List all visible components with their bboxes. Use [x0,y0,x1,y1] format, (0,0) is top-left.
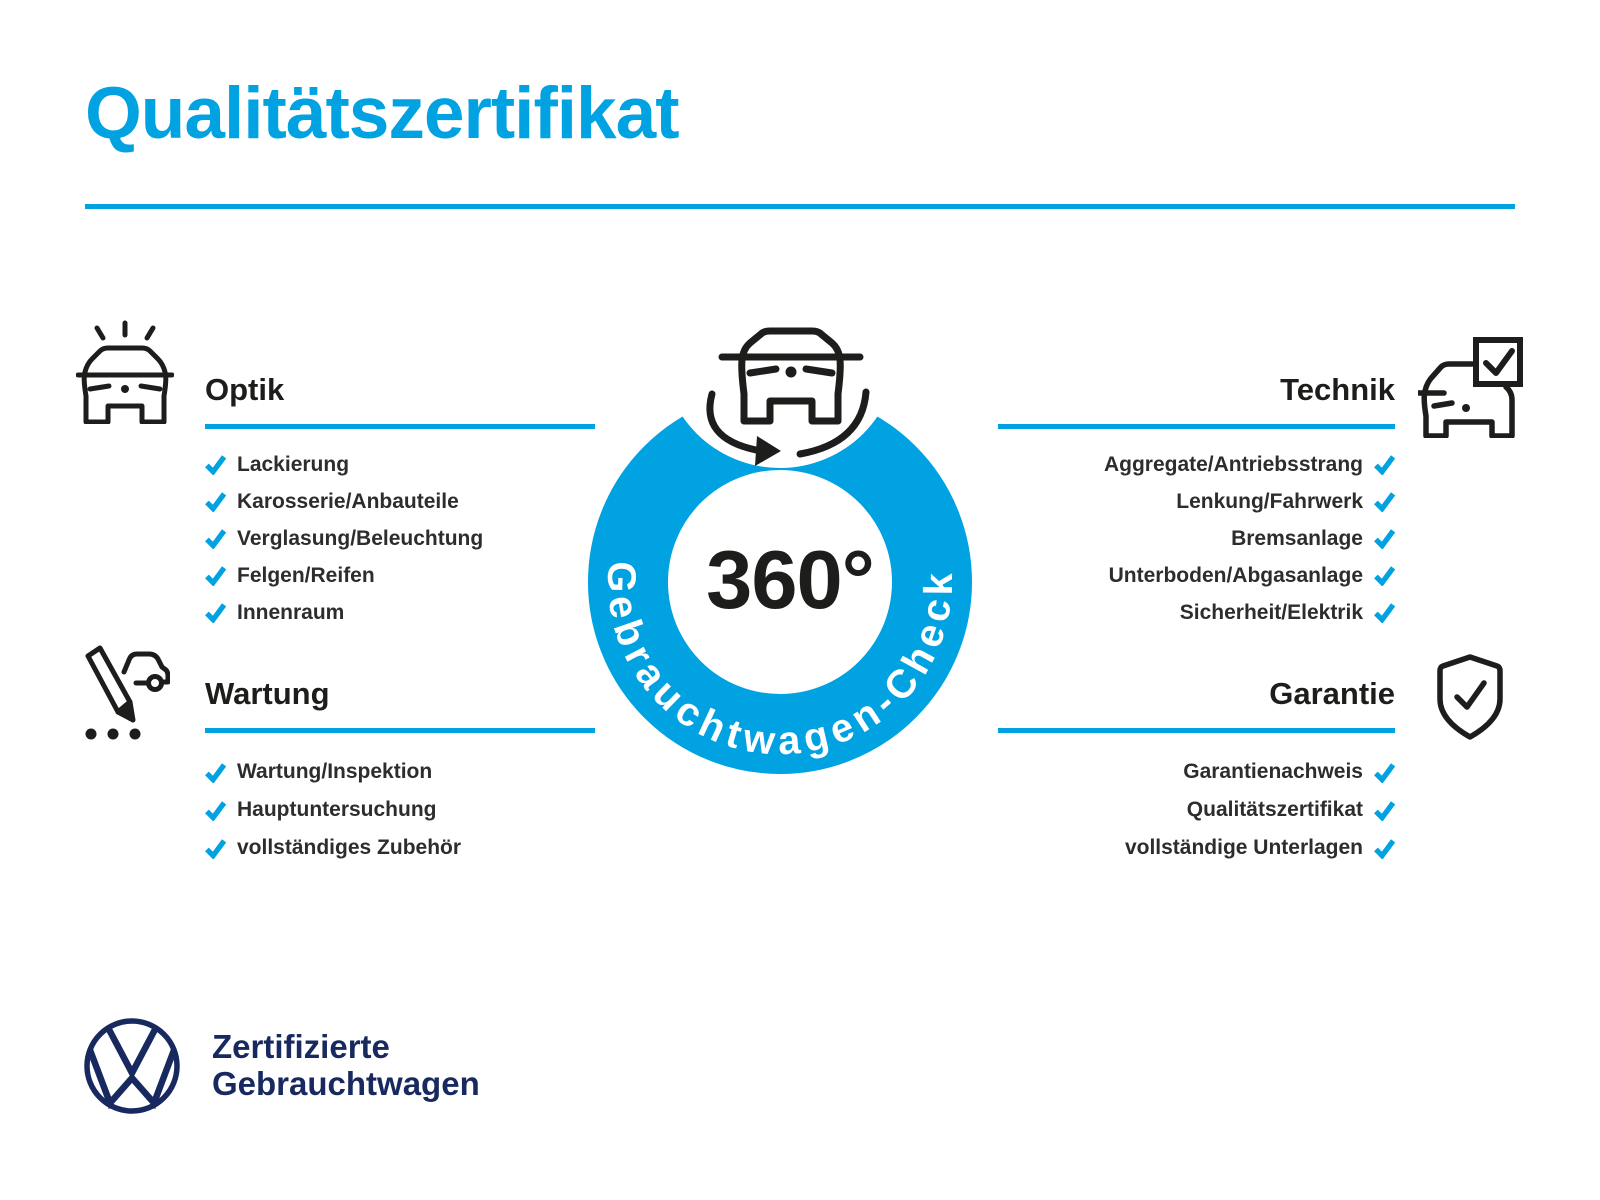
page-title: Qualitätszertifikat [85,73,680,154]
brand-claim: Zertifizierte Gebrauchtwagen [212,1028,480,1102]
checkmark-icon [1374,529,1395,549]
section-wartung-header: Wartung [205,676,595,733]
list-item-label: vollständiges Zubehör [237,836,462,859]
checkmark-icon [205,455,226,475]
optik-checklist: Lackierung Karosserie/Anbauteile Verglas… [205,446,595,631]
section-garantie-underline [998,728,1395,733]
list-item-label: Felgen/Reifen [237,563,375,587]
list-item-label: Garantienachweis [1183,760,1363,783]
list-item: Sicherheit/Elektrik [985,594,1395,631]
section-wartung-title: Wartung [205,676,330,711]
list-item: Lackierung [205,446,595,483]
list-item: vollständiges Zubehör [205,829,595,867]
checkmark-icon [1374,838,1395,859]
badge-degree-label: 360° [706,533,874,626]
checkmark-icon [1374,603,1395,623]
checkmark-icon [205,838,226,859]
list-item-label: Aggregate/Antriebsstrang [1103,452,1363,476]
checkmark-icon [1374,566,1395,586]
list-item: Bremsanlage [985,520,1395,557]
list-item-label: Lackierung [237,452,350,476]
list-item-label: Innenraum [237,600,345,624]
list-item: Innenraum [205,594,595,631]
garantie-checklist: Garantienachweis Qualitätszertifikat vol… [985,753,1395,867]
list-item: Felgen/Reifen [205,557,595,594]
list-item: Karosserie/Anbauteile [205,483,595,520]
list-item-label: Sicherheit/Elektrik [1179,600,1363,624]
checkmark-icon [1374,800,1395,821]
shield-check-icon [1437,654,1503,740]
list-item: Garantienachweis [985,753,1395,791]
checkmark-icon [205,800,226,821]
list-item: Aggregate/Antriebsstrang [985,446,1395,483]
list-item: Unterboden/Abgasanlage [985,557,1395,594]
rotation-arrowhead [755,436,781,466]
badge-360-check: 360° Gebrauchtwagen-Check [588,288,972,774]
list-item-label: Unterboden/Abgasanlage [1108,563,1363,587]
list-item-label: Bremsanlage [1231,526,1363,550]
section-technik-header: Technik [998,372,1395,429]
list-item: Qualitätszertifikat [985,791,1395,829]
list-item-label: vollständige Unterlagen [1124,836,1363,859]
section-technik-underline [998,424,1395,429]
checkmark-icon [1374,492,1395,512]
section-optik-underline [205,424,595,429]
title-divider [85,204,1515,209]
vw-logo [84,1018,180,1114]
checkmark-icon [205,492,226,512]
car-checkbox-icon [1418,337,1523,438]
list-item: Lenkung/Fahrwerk [985,483,1395,520]
section-wartung-underline [205,728,595,733]
section-optik-title: Optik [205,372,285,407]
section-garantie-header: Garantie [998,676,1395,733]
wartung-checklist: Wartung/Inspektion Hauptuntersuchung vol… [205,753,595,867]
checkmark-icon [205,762,226,783]
car-front-rotation-icon [706,327,870,458]
brand-claim-line2: Gebrauchtwagen [212,1065,480,1102]
checkmark-icon [1374,762,1395,783]
checkmark-icon [205,603,226,623]
list-item-label: Wartung/Inspektion [237,760,433,783]
technik-checklist: Aggregate/Antriebsstrang Lenkung/Fahrwer… [985,446,1395,631]
list-item-label: Lenkung/Fahrwerk [1176,489,1363,513]
list-item-label: Karosserie/Anbauteile [237,489,459,513]
list-item-label: Hauptuntersuchung [237,798,437,821]
checkmark-icon [205,566,226,586]
list-item: Hauptuntersuchung [205,791,595,829]
section-optik-header: Optik [205,372,595,429]
checkmark-icon [205,529,226,549]
list-item-label: Verglasung/Beleuchtung [237,526,484,550]
car-front-sparkle-icon [76,320,174,424]
section-technik-title: Technik [1280,372,1395,407]
car-emblem-dot [121,385,129,393]
section-garantie-title: Garantie [1269,676,1395,711]
checkmark-icon [1374,455,1395,475]
list-item: Wartung/Inspektion [205,753,595,791]
list-item-label: Qualitätszertifikat [1186,798,1363,821]
pencil-car-checklist-icon [85,645,170,740]
list-item: vollständige Unterlagen [985,829,1395,867]
brand-claim-line1: Zertifizierte [212,1028,390,1065]
list-item: Verglasung/Beleuchtung [205,520,595,557]
